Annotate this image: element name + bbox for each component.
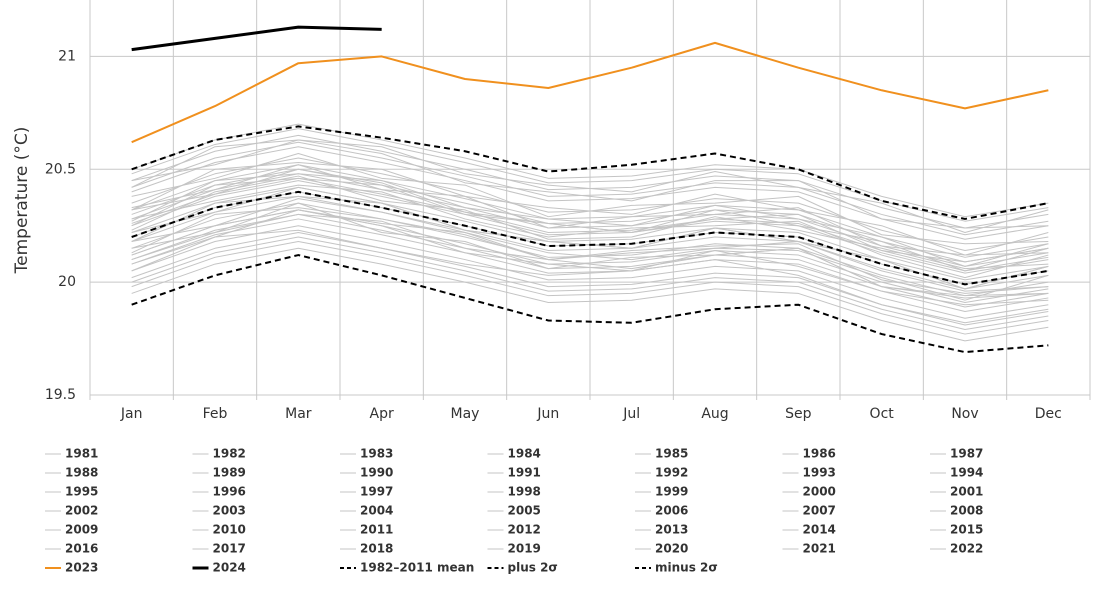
- series-line: [131, 184, 1049, 279]
- series-line: [131, 209, 1049, 306]
- legend-label: 2018: [360, 542, 393, 556]
- series-line: [131, 41, 1049, 144]
- legend-label: 1995: [65, 485, 98, 499]
- legend-label: 1986: [803, 447, 836, 461]
- series-line: [131, 164, 1049, 258]
- series-line: [131, 190, 1049, 286]
- legend-label: 1992: [655, 466, 688, 480]
- legend-label: 1990: [360, 466, 393, 480]
- x-tick-label: Sep: [785, 406, 812, 422]
- x-tick-label: Aug: [701, 406, 728, 422]
- series-line: [131, 254, 1049, 354]
- legend-label: 2009: [65, 523, 98, 537]
- legend-label: 1984: [508, 447, 541, 461]
- legend-label: 2011: [360, 523, 393, 537]
- legend-label: 1982: [213, 447, 246, 461]
- legend-label: 1985: [655, 447, 688, 461]
- legend-label: 2016: [65, 542, 98, 556]
- legend-label: 2017: [213, 542, 246, 556]
- legend-label: 2001: [950, 485, 983, 499]
- legend-label: 1983: [360, 447, 393, 461]
- legend-label: 2021: [803, 542, 836, 556]
- series-line: [131, 207, 1049, 294]
- legend-label: 2000: [803, 485, 836, 499]
- legend-label: 2004: [360, 504, 393, 518]
- y-tick-label: 20.5: [45, 161, 76, 177]
- series-line: [131, 177, 1049, 272]
- series-line: [131, 139, 1049, 229]
- series-line: [131, 139, 1049, 233]
- series-line: [131, 173, 1049, 267]
- x-tick-label: Dec: [1035, 406, 1062, 422]
- series-line: [131, 164, 1049, 256]
- x-tick-label: Mar: [285, 406, 312, 422]
- series-line: [131, 195, 1049, 290]
- series-line: [131, 141, 1049, 236]
- legend-label: 1993: [803, 466, 836, 480]
- series-line: [131, 180, 1049, 274]
- legend-label: plus 2σ: [508, 561, 558, 575]
- x-tick-label: May: [451, 406, 480, 422]
- legend-label: 2020: [655, 542, 688, 556]
- series-line: [131, 209, 1049, 301]
- legend-label: 1996: [213, 485, 246, 499]
- series-line: [131, 125, 1049, 220]
- y-tick-label: 20: [58, 274, 76, 290]
- series-line: [131, 202, 1049, 297]
- legend-label: 2003: [213, 504, 246, 518]
- legend-label: 2022: [950, 542, 983, 556]
- series-line: [131, 229, 1049, 324]
- series-line: [131, 225, 1049, 319]
- legend-label: 1981: [65, 447, 98, 461]
- legend-label: 2015: [950, 523, 983, 537]
- legend-label: minus 2σ: [655, 561, 718, 575]
- series-line: [131, 236, 1049, 331]
- legend-label: 1988: [65, 466, 98, 480]
- legend-label: 1987: [950, 447, 983, 461]
- series-line: [131, 162, 1049, 256]
- x-tick-label: Oct: [870, 406, 895, 422]
- series-line: [131, 186, 1049, 281]
- series-line: [131, 175, 1049, 270]
- legend-label: 2019: [508, 542, 541, 556]
- x-tick-label: Feb: [203, 406, 228, 422]
- legend-label: 2002: [65, 504, 98, 518]
- legend-label: 2023: [65, 561, 98, 575]
- x-tick-label: Jan: [120, 406, 143, 422]
- legend-label: 1989: [213, 466, 246, 480]
- legend-label: 1999: [655, 485, 688, 499]
- y-tick-label: 19.5: [45, 387, 76, 403]
- x-tick-label: Apr: [370, 406, 394, 422]
- y-tick-label: 21: [58, 48, 76, 64]
- legend-label: 2010: [213, 523, 246, 537]
- legend-label: 1994: [950, 466, 983, 480]
- legend-label: 2006: [655, 504, 688, 518]
- series-line: [131, 247, 1049, 342]
- x-tick-label: Nov: [951, 406, 978, 422]
- legend-label: 2005: [508, 504, 541, 518]
- series-line: [131, 146, 1049, 240]
- legend-label: 2008: [950, 504, 983, 518]
- legend-label: 1997: [360, 485, 393, 499]
- series-line: [131, 177, 1049, 272]
- legend-label: 1991: [508, 466, 541, 480]
- series-line: [131, 25, 382, 52]
- legend-label: 1982–2011 mean: [360, 561, 474, 575]
- series-line: [131, 218, 1049, 312]
- legend-label: 2007: [803, 504, 836, 518]
- x-tick-label: Jun: [536, 406, 559, 422]
- legend-label: 1998: [508, 485, 541, 499]
- legend-label: 2024: [213, 561, 246, 575]
- y-axis-label: Temperature (°C): [12, 127, 32, 275]
- legend-label: 2014: [803, 523, 836, 537]
- series-line: [131, 241, 1049, 335]
- series-line: [131, 123, 1049, 218]
- x-tick-label: Jul: [622, 406, 640, 422]
- legend-label: 2013: [655, 523, 688, 537]
- legend-label: 2012: [508, 523, 541, 537]
